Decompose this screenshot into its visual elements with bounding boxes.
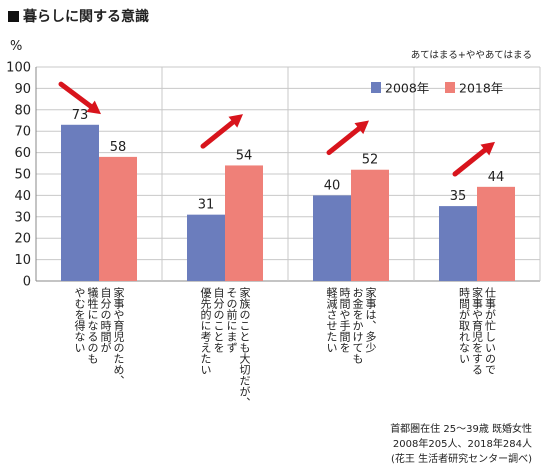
source-line: (花王 生活者研究センター調べ) <box>391 454 532 465</box>
response-note: あてはまる+ややあてはまる <box>410 50 532 61</box>
y-tick-label: 30 <box>14 210 31 225</box>
trend-arrow-shaft <box>326 126 362 156</box>
value-label: 52 <box>362 153 379 168</box>
y-tick-label: 90 <box>14 82 31 97</box>
value-label: 54 <box>236 148 253 163</box>
y-tick-label: 80 <box>14 103 31 118</box>
bar-2008 <box>439 206 477 281</box>
category-label: 家事は、多少 お金をかけても 時間や手間を 軽減させたい <box>325 287 377 364</box>
trend-arrow-head <box>86 100 101 115</box>
value-label: 31 <box>198 198 215 213</box>
category-label: 家事や育児のため、 自分の時間が 犠牲になるのも やむを得ない <box>73 287 125 386</box>
legend-swatch-2008 <box>371 82 381 93</box>
legend-swatch-2018 <box>445 82 455 93</box>
chart-title-text: 暮らしに関する意識 <box>23 9 149 25</box>
y-tick-label: 20 <box>14 232 31 247</box>
y-tick-label: 0 <box>23 275 31 290</box>
trend-arrow-shaft <box>452 147 488 177</box>
category-label: 家族のことも大切だが、 その前にまず 自分のことを 優先的に考えたい <box>199 287 251 408</box>
source-line: 首都圏在住 25〜39歳 既婚女性 <box>390 424 532 435</box>
bar-2008 <box>187 214 225 281</box>
value-label: 44 <box>488 170 505 185</box>
y-tick-label: 10 <box>14 253 31 268</box>
title-square-icon <box>8 11 19 22</box>
y-tick-label: 60 <box>14 146 31 161</box>
y-tick-label: 70 <box>14 125 31 140</box>
bar-2018 <box>225 165 263 281</box>
value-label: 35 <box>450 189 467 204</box>
legend-label: 2018年 <box>459 81 503 96</box>
y-tick-label: 40 <box>14 189 31 204</box>
bar-2018 <box>99 156 137 281</box>
bar-2008 <box>61 124 99 281</box>
bar-2018 <box>351 169 389 281</box>
legend-label: 2008年 <box>385 81 429 96</box>
value-label: 58 <box>110 140 127 155</box>
chart-title: 暮らしに関する意識 <box>8 6 149 26</box>
bar-2018 <box>477 186 515 281</box>
y-tick-label: 50 <box>14 168 31 183</box>
trend-arrow-head <box>228 114 243 128</box>
trend-arrow-head <box>480 141 495 156</box>
value-label: 40 <box>324 178 341 193</box>
trend-arrow-shaft <box>58 81 94 109</box>
trend-arrow-head <box>354 120 369 135</box>
value-label: 73 <box>72 108 89 123</box>
y-tick-label: 100 <box>6 61 31 76</box>
category-label: 仕事が忙しいので 家事や育児をする 時間が取れない <box>457 287 497 375</box>
trend-arrow-shaft <box>200 119 236 149</box>
source-line: 2008年205人、2018年284人 <box>392 439 532 450</box>
y-axis-unit: % <box>10 39 22 54</box>
bar-2008 <box>313 195 351 281</box>
